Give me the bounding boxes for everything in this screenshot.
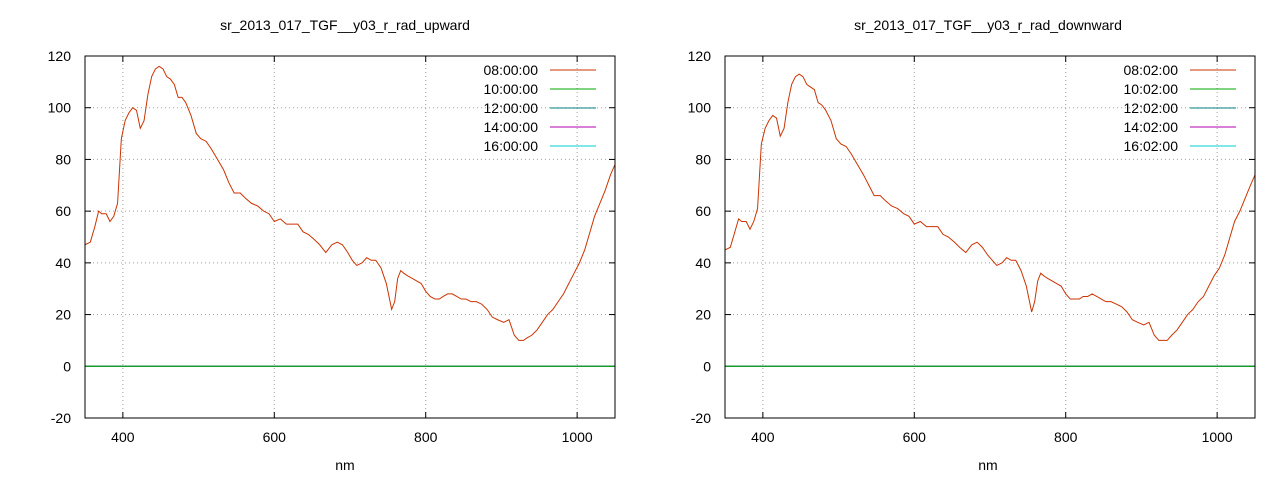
x-tick-label: 800 [1054,429,1078,445]
x-tick-label: 600 [263,429,287,445]
legend-label: 08:00:00 [484,62,539,78]
y-tick-label: -20 [691,410,711,426]
y-tick-label: 0 [703,358,711,374]
y-tick-label: 20 [695,307,711,323]
x-axis-label: nm [335,457,354,473]
series-line [84,65,616,341]
x-tick-label: 1000 [562,429,593,445]
plot-frame [84,55,616,419]
chart-title: sr_2013_017_TGF__y03_r_rad_downward [854,17,1122,33]
x-tick-label: 600 [903,429,927,445]
chart-title: sr_2013_017_TGF__y03_r_rad_upward [220,17,470,33]
chart-downward: sr_2013_017_TGF__y03_r_rad_downward nm 4… [688,17,1256,473]
plot-frame [724,55,1256,419]
x-tick-label: 400 [751,429,775,445]
y-tick-label: 120 [48,48,72,64]
x-tick-label: 800 [414,429,438,445]
y-tick-label: 100 [48,100,72,116]
y-tick-label: 60 [55,203,71,219]
x-tick-label: 1000 [1202,429,1233,445]
legend-label: 16:02:00 [1124,138,1179,154]
y-tick-label: 80 [695,151,711,167]
legend-label: 14:02:00 [1124,119,1179,135]
legend-label: 12:00:00 [484,100,539,116]
y-tick-label: 60 [695,203,711,219]
y-tick-label: -20 [51,410,71,426]
legend-label: 10:02:00 [1124,81,1179,97]
legend-label: 10:00:00 [484,81,539,97]
chart-upward: sr_2013_017_TGF__y03_r_rad_upward nm 400… [48,17,616,473]
legend-label: 16:00:00 [484,138,539,154]
y-tick-label: 100 [688,100,712,116]
legend-label: 12:02:00 [1124,100,1179,116]
y-tick-label: 0 [63,358,71,374]
x-tick-label: 400 [111,429,135,445]
legend-label: 14:00:00 [484,119,539,135]
legend-label: 08:02:00 [1124,62,1179,78]
series-line [724,73,1256,341]
y-tick-label: 20 [55,307,71,323]
y-tick-label: 120 [688,48,712,64]
y-tick-label: 80 [55,151,71,167]
y-tick-label: 40 [695,255,711,271]
x-axis-label: nm [978,457,997,473]
y-tick-label: 40 [55,255,71,271]
